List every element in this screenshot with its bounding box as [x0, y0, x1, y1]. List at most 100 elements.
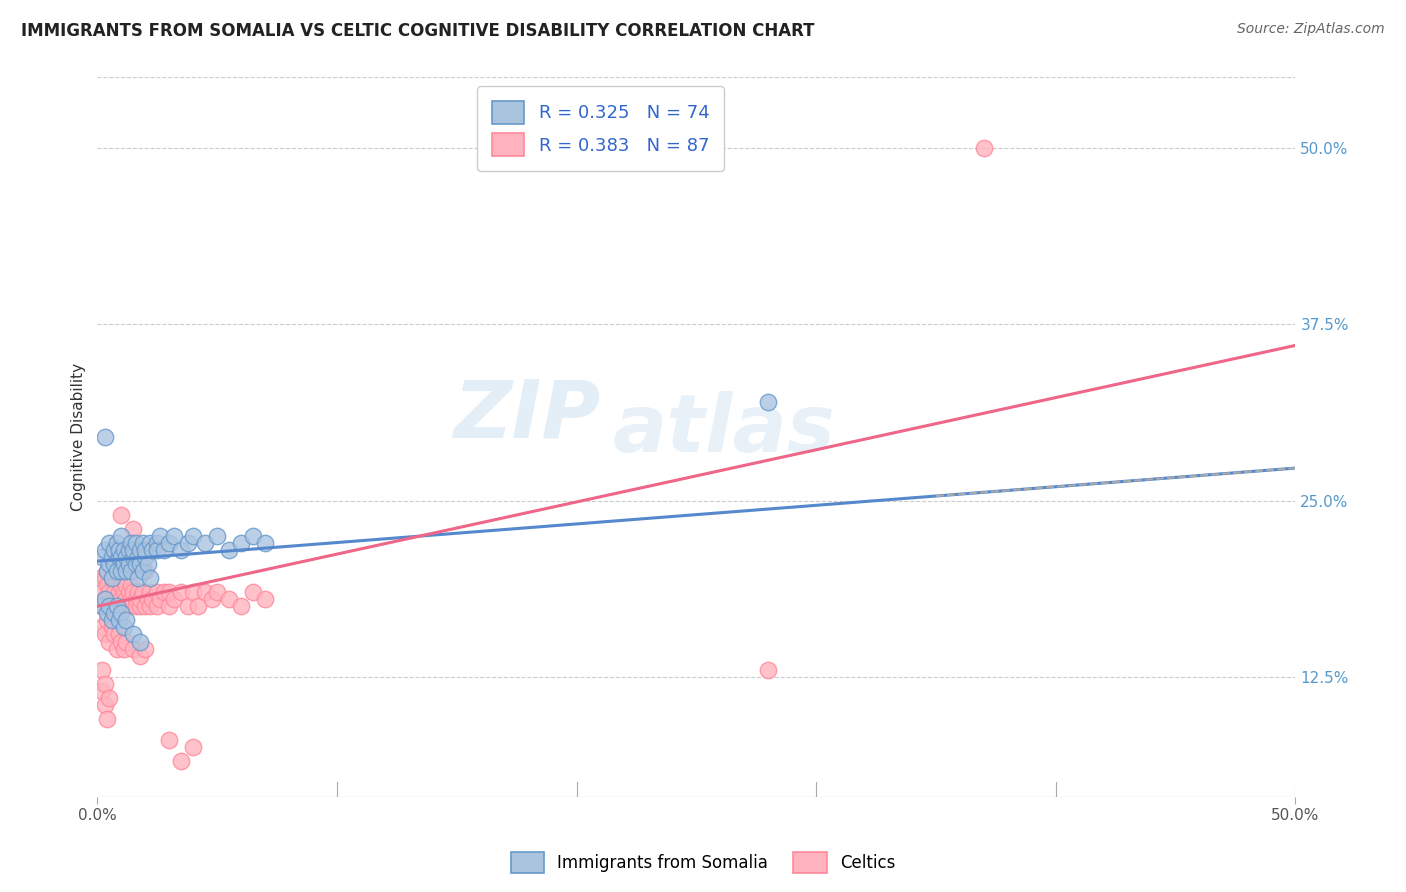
Point	[91, 663, 114, 677]
Point	[93, 592, 115, 607]
Point	[93, 542, 115, 557]
Point	[103, 627, 125, 641]
Point	[100, 614, 122, 628]
Point	[98, 690, 121, 705]
Point	[149, 592, 172, 607]
Point	[129, 599, 152, 614]
Point	[134, 549, 156, 564]
Point	[181, 529, 204, 543]
Point	[117, 599, 139, 614]
Point	[91, 599, 114, 614]
Point	[170, 755, 193, 769]
Point	[132, 585, 155, 599]
Point	[132, 536, 155, 550]
Point	[122, 585, 145, 599]
Point	[129, 592, 152, 607]
Point	[103, 607, 125, 621]
Point	[110, 607, 132, 621]
Point	[96, 564, 118, 578]
Point	[146, 536, 169, 550]
Point	[125, 592, 148, 607]
Text: IMMIGRANTS FROM SOMALIA VS CELTIC COGNITIVE DISABILITY CORRELATION CHART: IMMIGRANTS FROM SOMALIA VS CELTIC COGNIT…	[21, 22, 814, 40]
Point	[170, 585, 193, 599]
Point	[146, 542, 169, 557]
Point	[93, 698, 115, 712]
Point	[153, 542, 176, 557]
Point	[100, 592, 122, 607]
Point	[98, 536, 121, 550]
Point	[103, 571, 125, 585]
Point	[98, 585, 121, 599]
Point	[139, 536, 162, 550]
Point	[112, 557, 135, 571]
Point	[112, 585, 135, 599]
Point	[218, 592, 240, 607]
Point	[120, 592, 142, 607]
Point	[103, 557, 125, 571]
Point	[194, 536, 217, 550]
Point	[96, 578, 118, 592]
Point	[122, 542, 145, 557]
Point	[91, 599, 114, 614]
Point	[108, 585, 131, 599]
Point	[146, 599, 169, 614]
Point	[122, 627, 145, 641]
Point	[100, 620, 122, 634]
Point	[129, 557, 152, 571]
Point	[120, 536, 142, 550]
Point	[105, 607, 128, 621]
Point	[205, 585, 228, 599]
Point	[163, 592, 186, 607]
Point	[115, 614, 138, 628]
Point	[93, 677, 115, 691]
Point	[91, 585, 114, 599]
Point	[112, 542, 135, 557]
Point	[125, 536, 148, 550]
Point	[127, 549, 149, 564]
Point	[105, 536, 128, 550]
Point	[117, 585, 139, 599]
Point	[103, 585, 125, 599]
Point	[112, 620, 135, 634]
Point	[254, 592, 277, 607]
Point	[110, 578, 132, 592]
Point	[115, 578, 138, 592]
Point	[105, 564, 128, 578]
Point	[91, 620, 114, 634]
Point	[136, 557, 159, 571]
Point	[187, 599, 209, 614]
Point	[205, 529, 228, 543]
Point	[157, 585, 180, 599]
Point	[756, 394, 779, 409]
Point	[127, 585, 149, 599]
Point	[96, 614, 118, 628]
Point	[110, 564, 132, 578]
Point	[110, 529, 132, 543]
Point	[110, 634, 132, 648]
Point	[112, 641, 135, 656]
Point	[98, 599, 121, 614]
Point	[96, 607, 118, 621]
Point	[141, 542, 163, 557]
Point	[149, 529, 172, 543]
Point	[110, 549, 132, 564]
Point	[129, 648, 152, 663]
Point	[181, 585, 204, 599]
Point	[194, 585, 217, 599]
Point	[110, 592, 132, 607]
Point	[115, 549, 138, 564]
Point	[93, 571, 115, 585]
Point	[105, 599, 128, 614]
Point	[139, 571, 162, 585]
Point	[157, 536, 180, 550]
Point	[93, 592, 115, 607]
Y-axis label: Cognitive Disability: Cognitive Disability	[72, 363, 86, 511]
Text: Source: ZipAtlas.com: Source: ZipAtlas.com	[1237, 22, 1385, 37]
Point	[125, 599, 148, 614]
Point	[170, 542, 193, 557]
Point	[108, 627, 131, 641]
Point	[153, 585, 176, 599]
Point	[139, 585, 162, 599]
Point	[112, 599, 135, 614]
Point	[127, 571, 149, 585]
